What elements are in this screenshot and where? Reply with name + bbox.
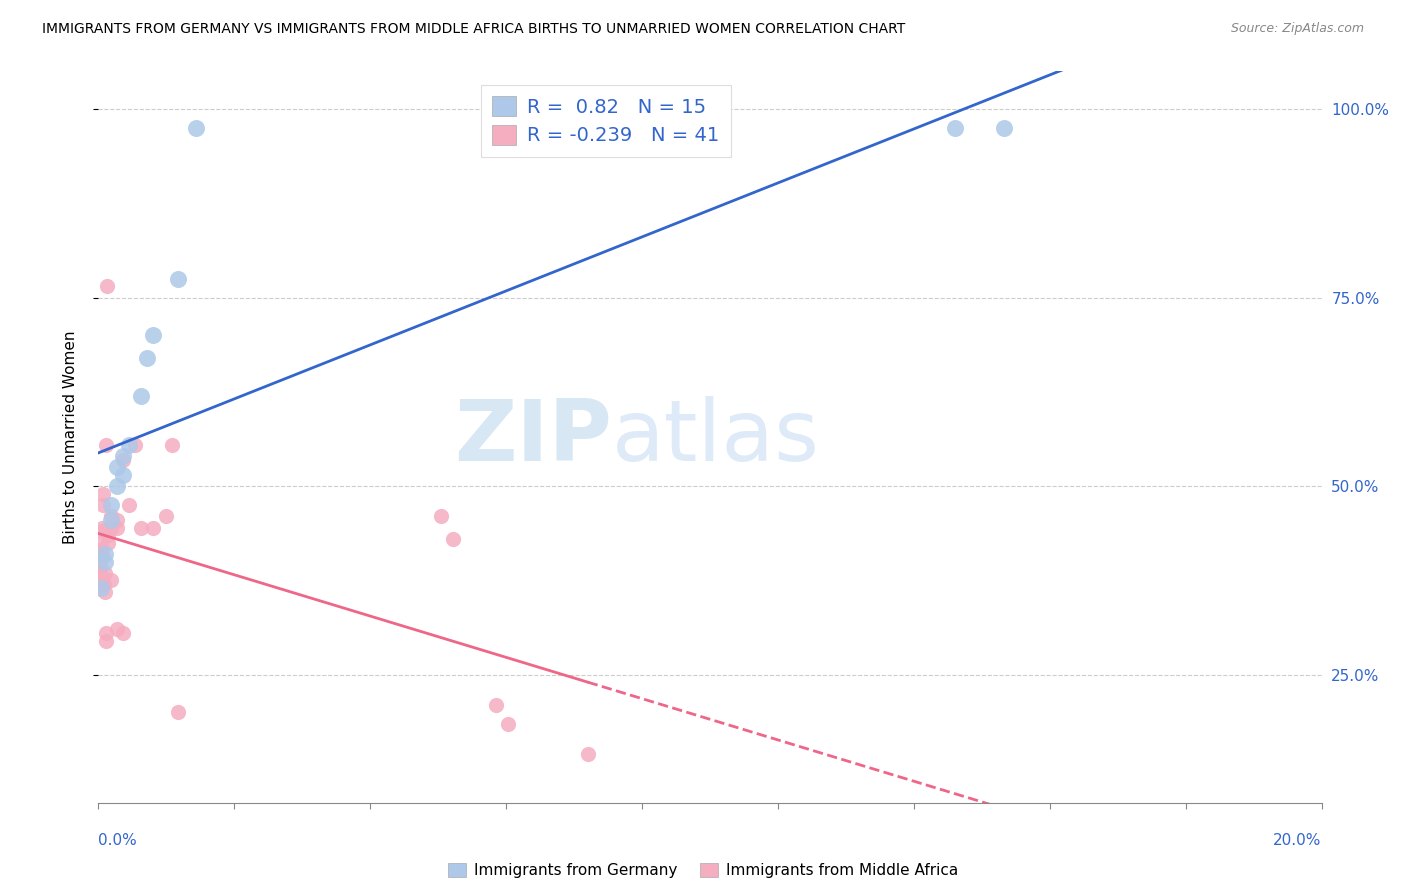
Text: Source: ZipAtlas.com: Source: ZipAtlas.com <box>1230 22 1364 36</box>
Point <box>111 467 134 482</box>
Point <box>441 532 464 546</box>
Point <box>93 566 115 580</box>
Point <box>160 437 183 451</box>
Point <box>105 520 128 534</box>
Text: 20.0%: 20.0% <box>1274 833 1322 848</box>
Point <box>129 389 152 403</box>
Point <box>105 479 128 493</box>
Y-axis label: Births to Unmarried Women: Births to Unmarried Women <box>63 330 77 544</box>
Point <box>129 520 152 534</box>
Point <box>91 486 114 500</box>
Point <box>91 524 114 539</box>
Point <box>91 547 114 561</box>
Text: IMMIGRANTS FROM GERMANY VS IMMIGRANTS FROM MIDDLE AFRICA BIRTHS TO UNMARRIED WOM: IMMIGRANTS FROM GERMANY VS IMMIGRANTS FR… <box>42 22 905 37</box>
Point <box>136 351 159 365</box>
Point <box>89 558 111 573</box>
Point <box>155 509 177 524</box>
Point <box>100 498 122 512</box>
Point <box>485 698 508 712</box>
Point <box>576 747 599 761</box>
Point <box>97 528 120 542</box>
Point <box>100 513 122 527</box>
Point <box>496 716 519 731</box>
Text: 0.0%: 0.0% <box>98 833 138 848</box>
Legend: Immigrants from Germany, Immigrants from Middle Africa: Immigrants from Germany, Immigrants from… <box>441 857 965 884</box>
Point <box>93 547 115 561</box>
Text: atlas: atlas <box>612 395 820 479</box>
Point <box>89 566 111 580</box>
Point <box>90 543 112 558</box>
Text: ZIP: ZIP <box>454 395 612 479</box>
Point <box>105 623 128 637</box>
Point <box>167 271 190 285</box>
Point <box>118 498 141 512</box>
Point <box>167 706 190 720</box>
Point <box>91 520 114 534</box>
Point <box>96 437 118 451</box>
Point <box>90 535 112 549</box>
Point <box>100 520 122 534</box>
Point <box>100 574 122 588</box>
Point <box>93 577 115 591</box>
Point <box>89 574 111 588</box>
Point <box>105 460 128 475</box>
Point <box>94 633 117 648</box>
Point <box>118 437 141 451</box>
Point <box>142 520 165 534</box>
Point <box>94 626 117 640</box>
Point <box>90 543 112 558</box>
Point <box>943 120 966 135</box>
Point <box>90 581 112 595</box>
Point <box>90 550 112 565</box>
Point <box>100 509 122 524</box>
Point <box>142 328 165 343</box>
Point <box>111 449 134 463</box>
Point <box>111 626 134 640</box>
Point <box>993 120 1015 135</box>
Point <box>97 535 120 549</box>
Point <box>93 554 115 568</box>
Point <box>430 509 453 524</box>
Point <box>111 452 134 467</box>
Point <box>105 513 128 527</box>
Point <box>124 437 146 451</box>
Point <box>96 279 118 293</box>
Legend: R =  0.82   N = 15, R = -0.239   N = 41: R = 0.82 N = 15, R = -0.239 N = 41 <box>481 85 731 157</box>
Point <box>91 498 114 512</box>
Point <box>93 584 115 599</box>
Point <box>186 120 208 135</box>
